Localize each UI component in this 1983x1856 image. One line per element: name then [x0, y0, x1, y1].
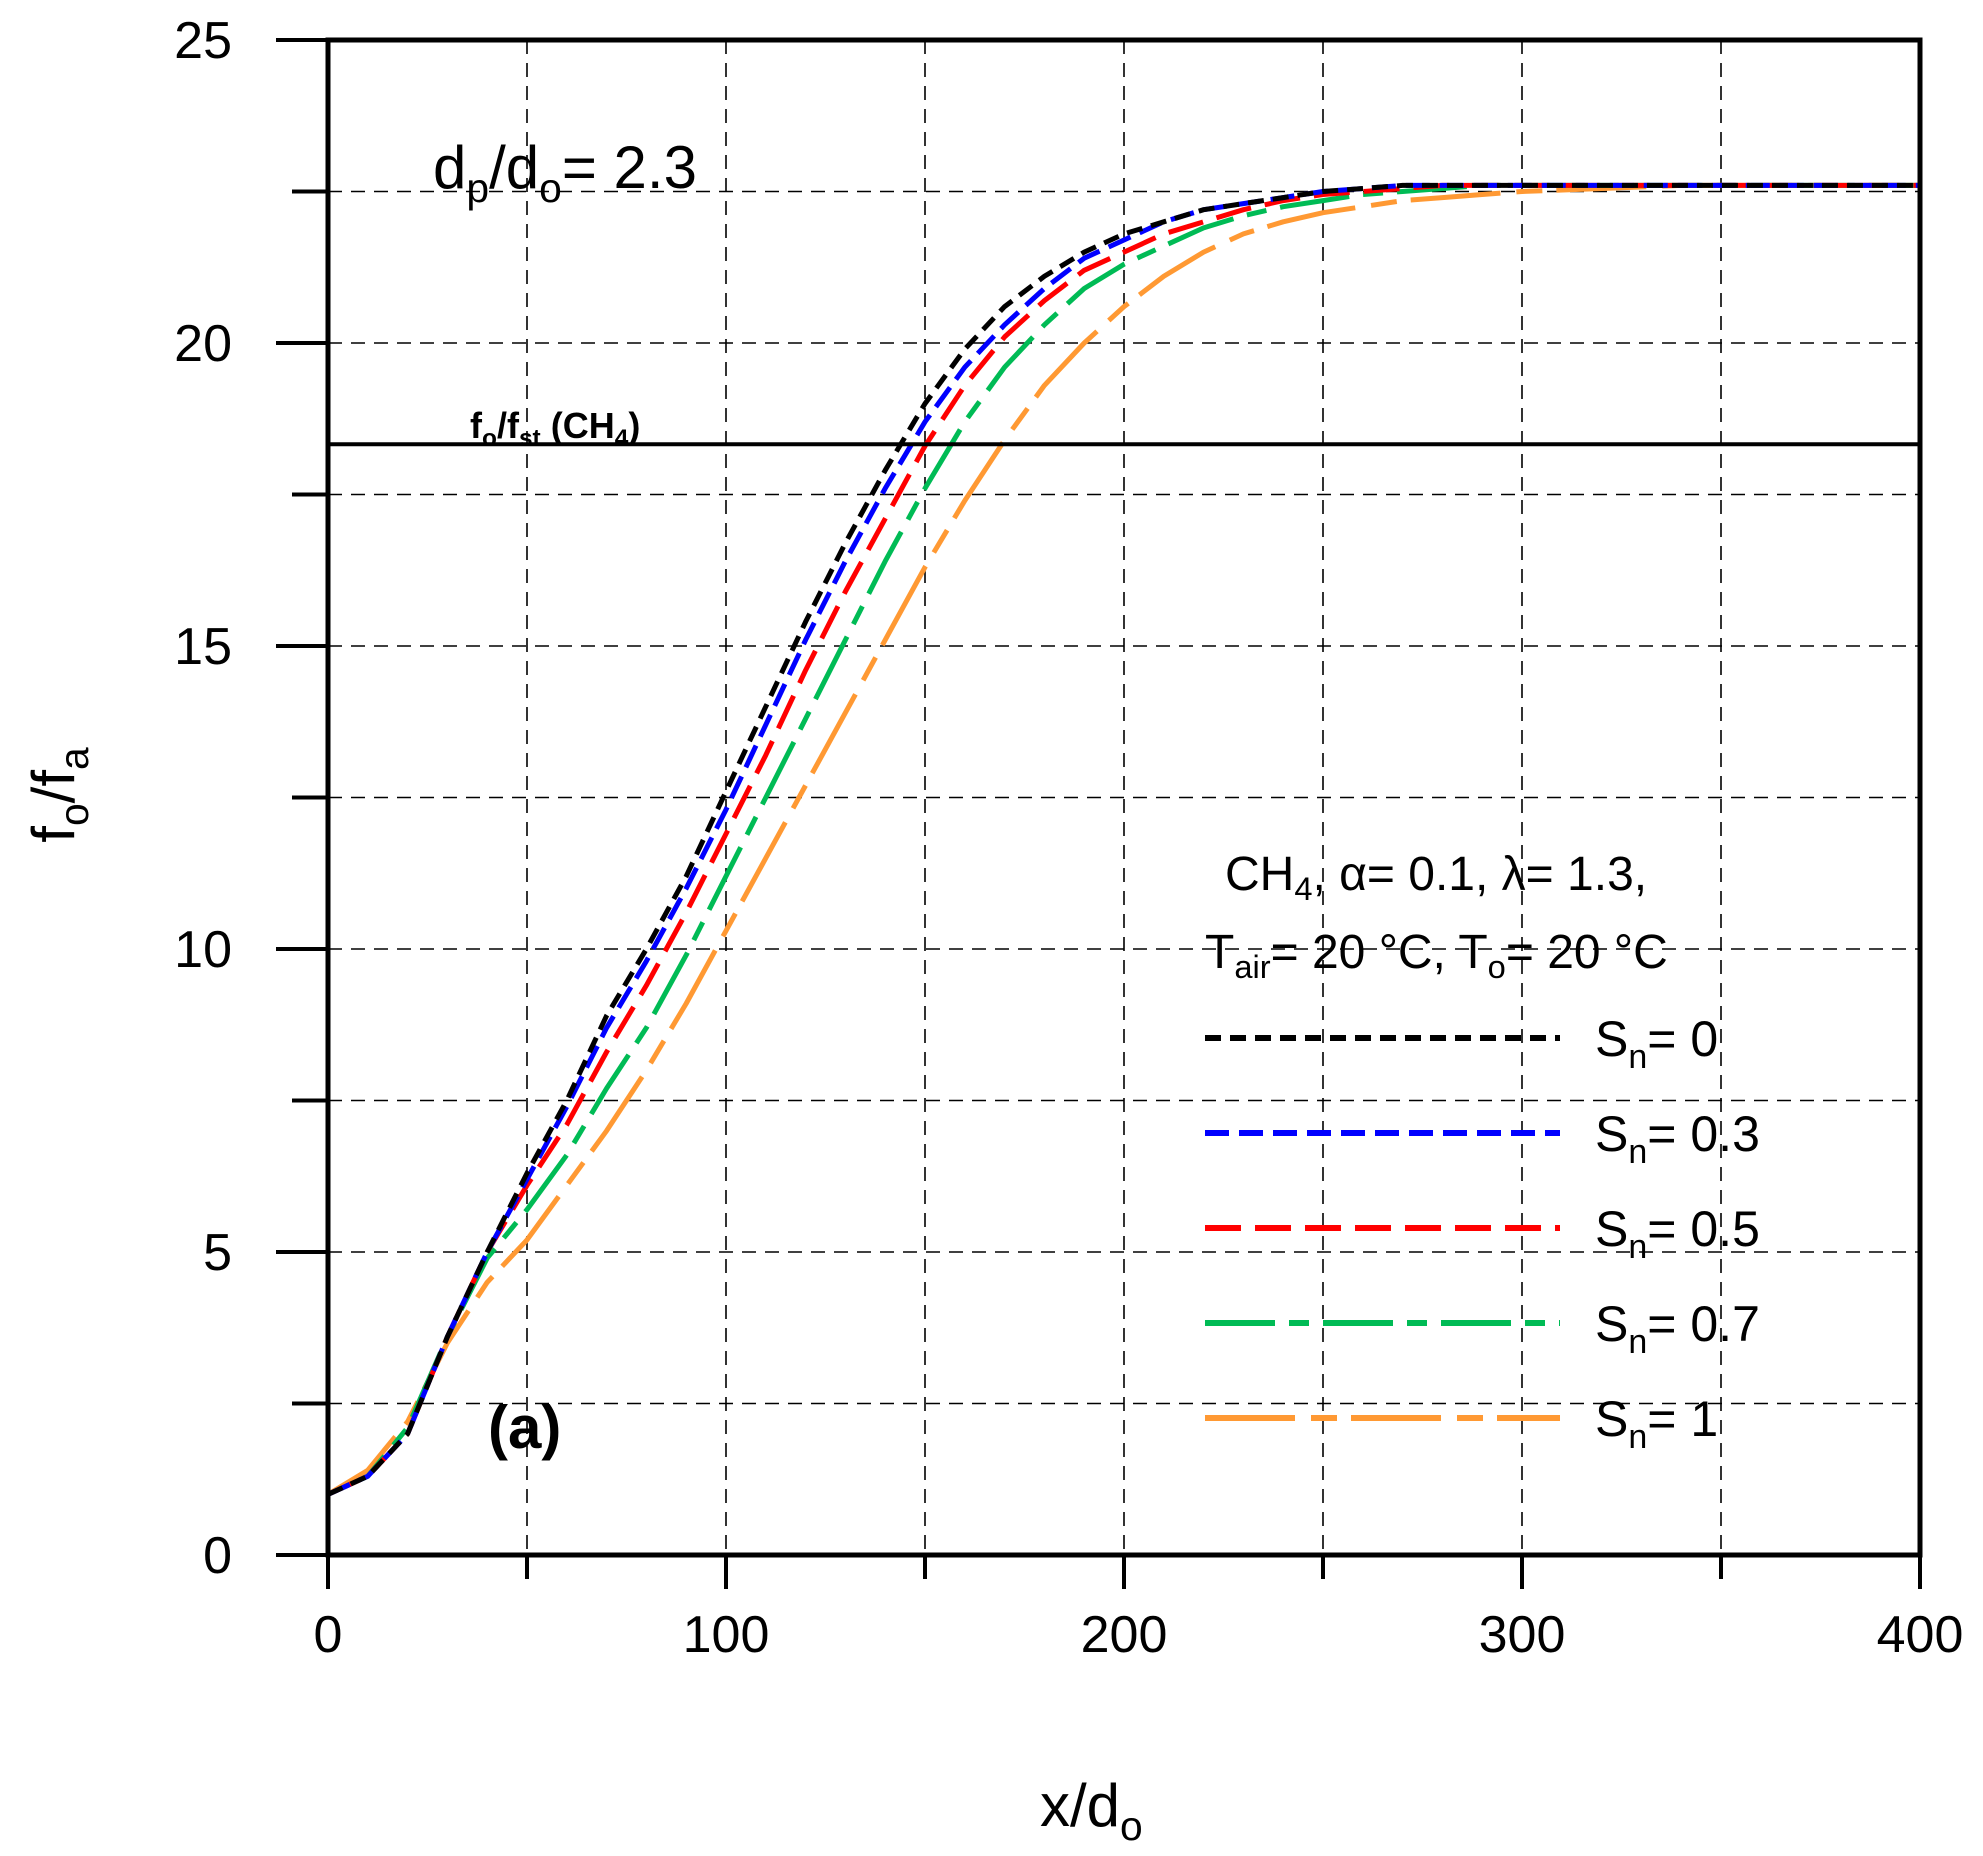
plot-frame — [325, 37, 1923, 1558]
legend-label-sn-1: Sn= 1 — [1595, 1391, 1718, 1456]
series-line-sn-0 — [326, 182, 1920, 1497]
legend-label-sn-0-3: Sn= 0.3 — [1595, 1106, 1760, 1171]
diameter-ratio-label: dp/do= 2.3 — [433, 134, 697, 211]
panel-label: (a) — [488, 1394, 561, 1461]
grid — [328, 40, 1920, 1555]
y-tick-label: 20 — [174, 315, 232, 373]
y-tick-label: 5 — [203, 1224, 232, 1282]
x-tick-label: 200 — [1081, 1606, 1168, 1664]
tick-labels: 0 100 200 300 400 0 5 10 15 20 25 — [174, 12, 1963, 1664]
y-tick-label: 10 — [174, 921, 232, 979]
legend: Sn= 0 Sn= 0.3 Sn= 0.5 Sn= 0.7 Sn= 1 — [1205, 1011, 1760, 1456]
y-tick-label: 15 — [174, 618, 232, 676]
x-tick-label: 100 — [683, 1606, 770, 1664]
legend-label-sn-0-7: Sn= 0.7 — [1595, 1296, 1760, 1361]
x-tick-label: 400 — [1877, 1606, 1964, 1664]
y-tick-label: 0 — [203, 1527, 232, 1585]
axis-ticks — [276, 38, 1922, 1589]
x-tick-label: 0 — [314, 1606, 343, 1664]
series-line-sn-1 — [326, 182, 1920, 1497]
legend-conditions-line-2: Tair= 20 °C, To= 20 °C — [1205, 926, 1668, 985]
series-line-sn-0-3 — [326, 182, 1920, 1497]
legend-conditions-line-1: CH4, α= 0.1, λ= 1.3, — [1225, 848, 1647, 907]
y-tick-label: 25 — [174, 12, 232, 70]
x-tick-label: 300 — [1479, 1606, 1566, 1664]
plot-series — [326, 182, 1920, 1497]
legend-label-sn-0-5: Sn= 0.5 — [1595, 1201, 1760, 1266]
legend-label-sn-0: Sn= 0 — [1595, 1011, 1718, 1076]
x-axis-title: x/do — [1040, 1772, 1143, 1849]
y-axis-title: fo/fa — [20, 747, 97, 843]
reference-line-label: fo/fst (CH4) — [470, 405, 640, 452]
